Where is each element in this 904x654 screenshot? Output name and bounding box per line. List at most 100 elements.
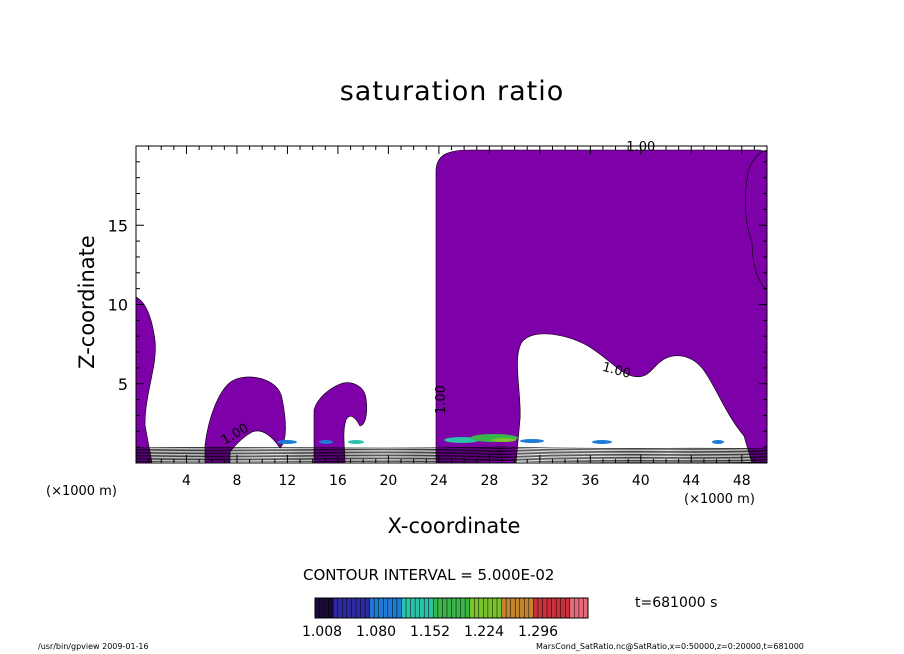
colorbar-cell: [369, 598, 375, 618]
contour-interval-label: CONTOUR INTERVAL = 5.000E-02: [303, 566, 555, 584]
colorbar-cell: [501, 598, 507, 618]
colorbar-cell: [497, 598, 503, 618]
contour-lines: [135, 434, 768, 463]
y-tick-label: 10: [108, 296, 128, 315]
colorbar-cell: [537, 598, 543, 618]
high-saturation-blob: [592, 440, 612, 444]
colorbar-cell: [483, 598, 489, 618]
saturated-region-2: [135, 296, 156, 464]
surface-contour-line: [135, 451, 768, 454]
x-tick-label: 48: [733, 473, 751, 489]
surface-contour-line: [135, 448, 768, 451]
colorbar-cell: [551, 598, 557, 618]
surface-contour-line: [135, 455, 768, 459]
x-tick-label: 8: [232, 473, 241, 489]
colorbar-cell: [428, 598, 434, 618]
colorbar-cell: [515, 598, 521, 618]
unsaturated-bubble: [515, 333, 753, 464]
colorbar-tick-label: 1.008: [302, 624, 342, 640]
colorbar-cell: [451, 598, 457, 618]
colorbar-cell: [465, 598, 471, 618]
x-tick-label: 44: [682, 473, 700, 489]
colorbar-tick-label: 1.080: [356, 624, 396, 640]
saturated-region-3: [204, 376, 286, 464]
colorbar-cell: [346, 598, 352, 618]
x-axis-label: X-coordinate: [387, 514, 521, 538]
contour-label: 1.00: [434, 385, 449, 414]
chart-title: saturation ratio: [339, 76, 565, 107]
x-tick-label: 12: [279, 473, 297, 489]
surface-contour-line: [135, 458, 768, 462]
colorbar-cell: [524, 598, 530, 618]
contour-label: 1.00: [601, 360, 633, 382]
colorbar-cell: [319, 598, 325, 618]
x-unit-label-left: (×1000 m): [46, 484, 117, 499]
colorbar-cell: [383, 598, 389, 618]
colorbar-cell: [547, 598, 553, 618]
saturated-region-fill: [135, 149, 768, 464]
x-unit-label-right: (×1000 m): [684, 492, 755, 507]
x-tick-label: 4: [182, 473, 191, 489]
colorbar-cell: [569, 598, 575, 618]
x-tick-label: 40: [632, 473, 650, 489]
y-tick-label: 5: [118, 375, 128, 394]
time-label: t=681000 s: [635, 595, 718, 611]
colorbar-cell: [542, 598, 548, 618]
colorbar-cell: [324, 598, 330, 618]
colorbar-tick-label: 1.296: [518, 624, 558, 640]
footer-data-source: MarsCond_SatRatio.nc@SatRatio,x=0:50000,…: [536, 642, 804, 651]
x-tick-label: 24: [430, 473, 448, 489]
colorbar-tick-label: 1.224: [464, 624, 504, 640]
colorbar-cell: [533, 598, 539, 618]
high-saturation-blob: [277, 440, 297, 444]
colorbar-cell: [396, 598, 402, 618]
surface-contour-line: [135, 457, 768, 460]
colorbar-cell: [565, 598, 571, 618]
colorbar-cell: [528, 598, 534, 618]
colorbar-cell: [442, 598, 448, 618]
high-saturation-blob: [348, 440, 364, 444]
x-tick-label: 36: [581, 473, 599, 489]
colorbar-cell: [401, 598, 407, 618]
colorbar-cell: [419, 598, 425, 618]
colorbar-cell: [424, 598, 430, 618]
x-tick-label: 20: [379, 473, 397, 489]
colorbar-cell: [351, 598, 357, 618]
contour-label: 1.00: [626, 140, 655, 155]
colorbar: 1.008 1.080 1.152 1.224 1.296: [302, 597, 589, 640]
colorbar-cell: [474, 598, 480, 618]
colorbar-cell: [556, 598, 562, 618]
x-tick-label: 16: [329, 473, 347, 489]
colorbar-cell: [392, 598, 398, 618]
surface-contour-line: [135, 452, 768, 456]
colorbar-cell: [360, 598, 366, 618]
colorbar-cell: [560, 598, 566, 618]
colorbar-cell: [506, 598, 512, 618]
colorbar-cell: [437, 598, 443, 618]
x-tick-label: 28: [480, 473, 498, 489]
footer-program-date: /usr/bin/gpview 2009-01-16: [38, 642, 149, 651]
colorbar-cell: [328, 598, 334, 618]
colorbar-cell: [378, 598, 384, 618]
high-saturation-blob: [520, 439, 544, 443]
colorbar-cell: [415, 598, 421, 618]
colorbar-cell: [333, 598, 339, 618]
colorbar-cell: [510, 598, 516, 618]
colorbar-cell: [519, 598, 525, 618]
surface-contour-line: [135, 446, 768, 450]
colorbar-cell: [355, 598, 361, 618]
high-saturation-blob: [492, 438, 516, 442]
colorbar-tick-label: 1.152: [410, 624, 450, 640]
colorbar-cell: [337, 598, 343, 618]
colorbar-cell: [410, 598, 416, 618]
colorbar-cell: [446, 598, 452, 618]
colorbar-cell: [583, 598, 589, 618]
surface-contour-line: [135, 454, 768, 457]
colorbar-cell: [487, 598, 493, 618]
high-saturation-blob: [712, 440, 724, 444]
colorbar-cell: [406, 598, 412, 618]
y-tick-label: 15: [108, 216, 128, 235]
high-saturation-blob: [319, 440, 333, 444]
